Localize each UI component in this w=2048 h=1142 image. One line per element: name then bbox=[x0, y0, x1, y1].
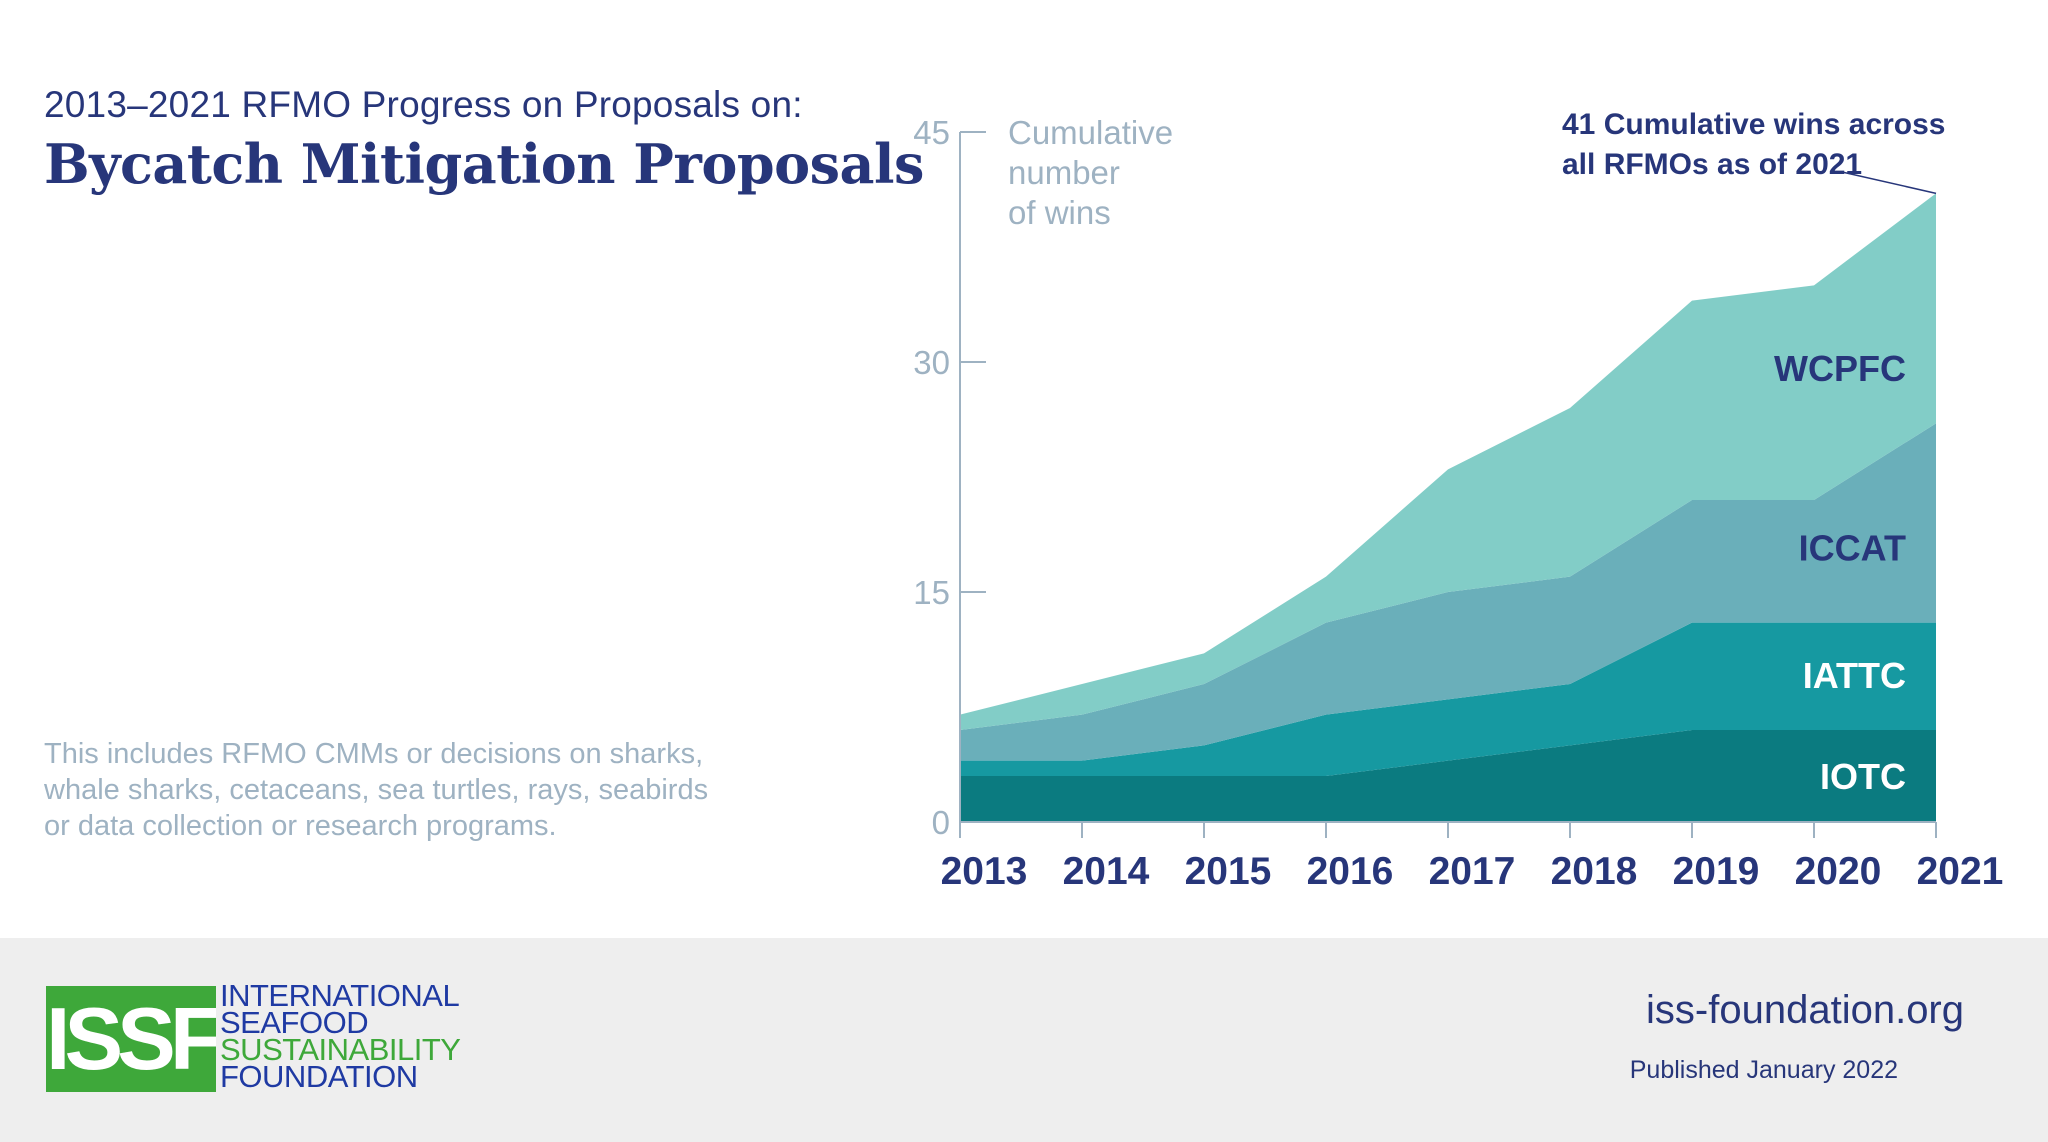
annotation-leader-line bbox=[1841, 171, 1937, 195]
area-wcpfc bbox=[960, 193, 1936, 731]
y-tick-label: 45 bbox=[913, 114, 950, 151]
footer: ISSF INTERNATIONAL SEAFOOD SUSTAINABILIT… bbox=[0, 938, 2048, 1142]
x-tick-label: 2014 bbox=[1063, 850, 1150, 893]
y-tick-label: 30 bbox=[913, 344, 950, 381]
website-link[interactable]: iss-foundation.org bbox=[1646, 988, 1964, 1032]
area-iattc bbox=[960, 622, 1936, 776]
x-tick-label: 2016 bbox=[1307, 850, 1394, 893]
published-date: Published January 2022 bbox=[1629, 1056, 1898, 1084]
y-axis-label: number bbox=[1008, 154, 1120, 191]
logo-line-international: INTERNATIONAL bbox=[220, 978, 460, 1013]
stacked-area-chart: 0 15 30 45 2013 2014 2015 2016 2017 2018 2019 2020 2… bbox=[913, 108, 2004, 893]
chart-subtitle: 2013–2021 RFMO Progress on Proposals on: bbox=[44, 84, 803, 125]
series-label-wcpfc: WCPFC bbox=[1774, 348, 1906, 389]
y-axis-label: Cumulative bbox=[1008, 114, 1173, 151]
chart-title: Bycatch Mitigation Proposals bbox=[44, 132, 924, 196]
annotation-text: all RFMOs as of 2021 bbox=[1562, 148, 1862, 181]
series-label-iccat: ICCAT bbox=[1799, 528, 1906, 569]
x-tick-label: 2013 bbox=[941, 850, 1028, 893]
footnote: This includes RFMO CMMs or decisions on … bbox=[44, 738, 709, 842]
y-tick-label: 15 bbox=[913, 574, 950, 611]
annotation-text: 41 Cumulative wins across bbox=[1562, 108, 1946, 141]
series-label-iattc: IATTC bbox=[1803, 655, 1906, 696]
y-axis-label: of wins bbox=[1008, 194, 1111, 231]
x-tick-label: 2015 bbox=[1185, 850, 1272, 893]
logo-line-foundation: FOUNDATION bbox=[220, 1059, 418, 1094]
x-tick-label: 2019 bbox=[1673, 850, 1760, 893]
y-tick-label: 0 bbox=[932, 804, 950, 841]
issf-logo-text: INTERNATIONAL SEAFOOD SUSTAINABILITY FOU… bbox=[220, 978, 461, 1094]
x-tick-label: 2020 bbox=[1795, 850, 1882, 893]
issf-logo-mark: ISSF bbox=[46, 986, 216, 1092]
series-label-iotc: IOTC bbox=[1820, 756, 1906, 797]
x-tick-label: 2018 bbox=[1551, 850, 1638, 893]
x-tick-label: 2017 bbox=[1429, 850, 1516, 893]
area-iotc bbox=[960, 730, 1936, 822]
logo-line-seafood: SEAFOOD bbox=[220, 1005, 369, 1040]
x-tick-label: 2021 bbox=[1917, 850, 2004, 893]
logo-line-sustainability: SUSTAINABILITY bbox=[220, 1032, 461, 1067]
